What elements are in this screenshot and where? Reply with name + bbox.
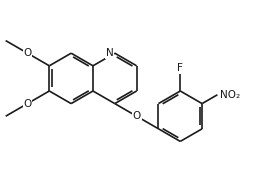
Text: O: O bbox=[23, 48, 32, 58]
Text: NO₂: NO₂ bbox=[220, 90, 240, 100]
Text: O: O bbox=[132, 111, 141, 121]
Text: F: F bbox=[177, 63, 183, 73]
Text: O: O bbox=[23, 99, 32, 109]
Text: N: N bbox=[106, 48, 113, 58]
